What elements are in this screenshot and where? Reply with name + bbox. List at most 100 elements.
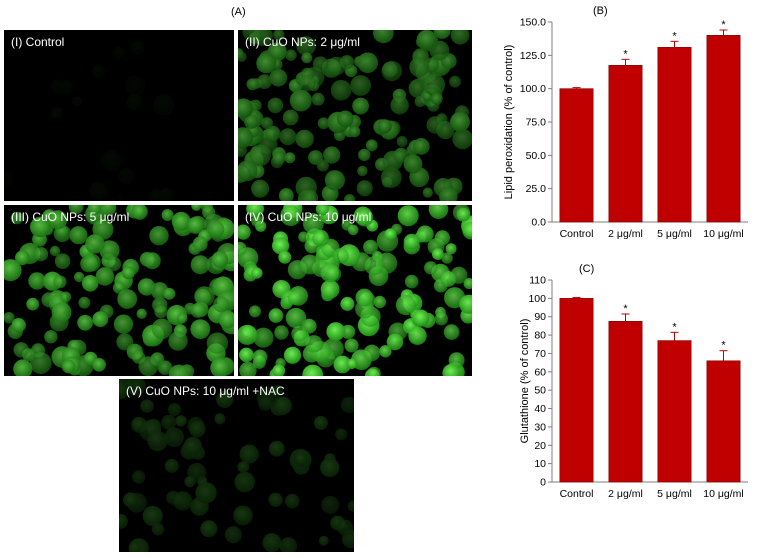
cell-blob <box>171 211 191 231</box>
cell-blob <box>92 311 109 328</box>
cell-blob <box>336 110 354 128</box>
cell-blob <box>282 109 299 126</box>
cell-blob <box>352 97 369 115</box>
cell-blob <box>452 128 472 150</box>
cell-blob <box>92 64 105 78</box>
cell-blob <box>412 138 430 155</box>
cell-blob <box>280 205 302 226</box>
cell-blob <box>403 233 420 250</box>
cell-blob <box>355 208 374 227</box>
cell-blob <box>251 214 264 228</box>
cell-blob <box>41 31 57 47</box>
cell-blob <box>443 324 460 340</box>
cell-blob <box>450 112 470 132</box>
cell-blob <box>450 30 470 45</box>
cell-blob <box>194 286 215 307</box>
cell-blob <box>256 53 277 74</box>
cell-blob <box>344 194 356 201</box>
cell-blob <box>136 308 147 319</box>
cell-blob <box>326 322 345 341</box>
cell-blob <box>268 492 283 507</box>
cell-blob <box>283 346 302 364</box>
cell-blob <box>312 229 329 247</box>
cell-blob <box>168 364 189 376</box>
cell-blob <box>323 146 341 164</box>
bar <box>608 65 643 223</box>
y-tick-label: 150.0 <box>520 17 546 29</box>
panel-label-a: (A) <box>231 6 246 18</box>
cell-blob <box>423 73 446 96</box>
cell-blob <box>348 224 359 236</box>
cell-blob <box>143 252 161 270</box>
cell-blob <box>434 312 448 326</box>
cell-blob <box>265 125 281 142</box>
cell-blob <box>233 505 253 526</box>
cell-blob <box>49 245 61 257</box>
cell-blob <box>253 327 274 348</box>
cell-blob <box>424 261 438 275</box>
cell-blob <box>317 117 330 130</box>
cell-blob <box>73 271 85 283</box>
cell-blob <box>168 331 188 351</box>
micrograph-label: (I) Control <box>11 35 65 49</box>
cell-blob <box>296 36 316 56</box>
cell-blob <box>285 307 307 329</box>
cell-blob <box>302 364 324 376</box>
cell-blob <box>363 344 381 362</box>
cell-blob <box>312 56 329 72</box>
cell-blob <box>341 324 356 339</box>
cell-blob <box>246 205 264 218</box>
cell-blob <box>61 359 76 374</box>
cell-blob <box>274 325 289 340</box>
cell-blob <box>414 95 426 108</box>
cell-blob <box>190 302 206 318</box>
cell-blob <box>60 291 72 303</box>
cell-blob <box>346 358 358 370</box>
bar <box>559 298 594 483</box>
cell-blob <box>279 537 298 552</box>
cell-blob <box>279 128 297 146</box>
y-tick-label: 0.0 <box>531 217 546 229</box>
cell-blob <box>123 492 138 508</box>
y-tick-label: 125.0 <box>520 50 546 62</box>
cell-blob <box>268 440 285 457</box>
micrograph-10ug: (IV) CuO NPs: 10 μg/ml <box>238 205 472 376</box>
cell-blob <box>320 457 340 478</box>
cell-blob <box>118 168 135 185</box>
cell-blob <box>26 297 40 311</box>
cell-blob <box>54 253 71 269</box>
significance-marker: * <box>721 19 726 31</box>
cell-blob <box>318 535 329 546</box>
cell-blob <box>206 332 229 354</box>
cell-blob <box>397 205 419 227</box>
cell-blob <box>218 310 234 329</box>
cell-blob <box>214 413 226 425</box>
cell-blob <box>347 500 354 512</box>
cell-blob <box>273 396 292 415</box>
cell-blob <box>211 251 229 268</box>
cell-blob <box>251 267 263 279</box>
y-tick-label: 90 <box>534 311 546 323</box>
x-tick-label: 10 μg/ml <box>703 228 743 240</box>
cell-blob <box>299 74 316 92</box>
cell-blob <box>68 205 84 215</box>
cell-blob <box>95 267 115 286</box>
y-tick-label: 20 <box>534 440 546 452</box>
cell-blob <box>355 288 374 307</box>
cell-blob <box>132 470 146 484</box>
cell-blob <box>288 291 302 305</box>
bar <box>608 321 643 483</box>
cell-blob <box>190 319 211 339</box>
cell-blob <box>138 356 159 376</box>
cell-blob <box>273 30 285 41</box>
cell-blob <box>238 127 253 149</box>
cell-blob <box>384 228 397 241</box>
cell-blob <box>313 416 328 430</box>
x-tick-label: Control <box>560 228 594 240</box>
cell-blob <box>195 482 217 504</box>
y-tick-label: 50 <box>534 385 546 397</box>
micrograph-image <box>238 30 472 201</box>
cell-blob <box>364 256 384 276</box>
cell-blob <box>142 505 163 526</box>
cell-blob <box>344 338 359 353</box>
